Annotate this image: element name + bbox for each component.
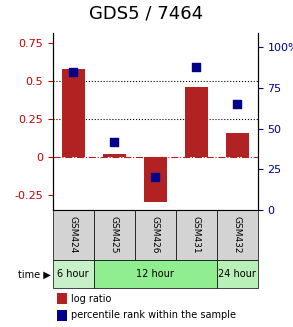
Text: time ▶: time ▶	[18, 269, 51, 279]
Bar	[57, 293, 67, 304]
Text: 6 hour: 6 hour	[57, 269, 89, 279]
Text: GSM431: GSM431	[192, 216, 201, 254]
Bar	[185, 87, 207, 157]
Bar	[135, 210, 176, 261]
Bar	[176, 210, 217, 261]
Bar	[103, 154, 125, 157]
Bar	[62, 69, 84, 157]
Text: GSM432: GSM432	[233, 216, 242, 254]
Bar	[94, 261, 217, 288]
Bar	[226, 133, 248, 157]
Bar	[53, 210, 94, 261]
Bar	[94, 210, 135, 261]
Point	[71, 69, 76, 74]
Bar	[217, 261, 258, 288]
Bar	[217, 210, 258, 261]
Point	[194, 64, 199, 69]
Text: GDS5 / 7464: GDS5 / 7464	[89, 5, 204, 23]
Bar	[144, 157, 166, 202]
Text: GSM425: GSM425	[110, 216, 119, 254]
Text: percentile rank within the sample: percentile rank within the sample	[71, 310, 236, 320]
Point	[153, 175, 158, 180]
Point	[235, 102, 240, 107]
Text: GSM424: GSM424	[69, 216, 78, 254]
Bar	[57, 310, 67, 321]
Text: 24 hour: 24 hour	[218, 269, 256, 279]
Point	[112, 139, 117, 144]
Text: GSM426: GSM426	[151, 216, 160, 254]
Text: 12 hour: 12 hour	[136, 269, 174, 279]
Bar	[53, 261, 94, 288]
Text: log ratio: log ratio	[71, 294, 112, 303]
